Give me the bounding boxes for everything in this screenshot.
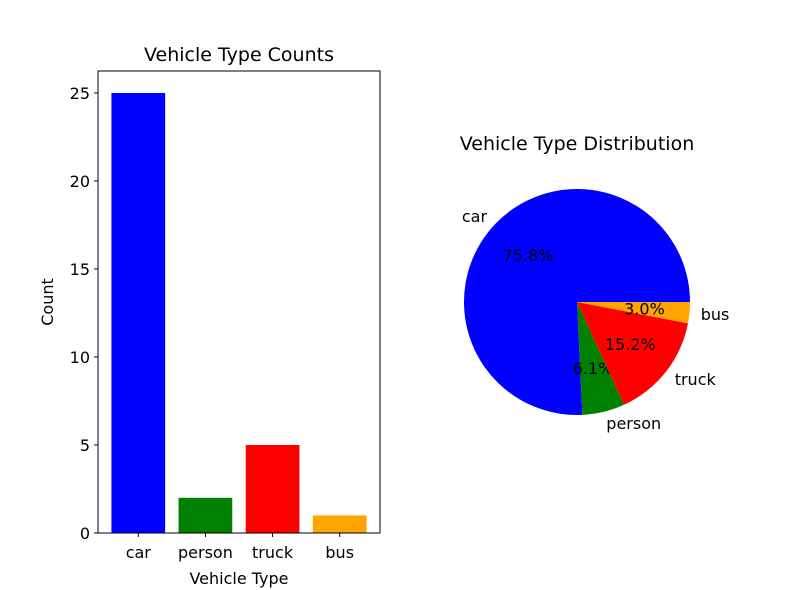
y-tick-label: 25 bbox=[70, 84, 90, 103]
y-tick-label: 0 bbox=[80, 524, 90, 543]
y-tick-label: 10 bbox=[70, 348, 90, 367]
bar-chart-title: Vehicle Type Counts bbox=[144, 44, 334, 66]
pie-slice-person bbox=[577, 302, 624, 415]
pie-slice-bus bbox=[577, 302, 690, 324]
x-tick-label: bus bbox=[325, 543, 354, 562]
pie-plot-area: car 75.8% person 6.1% truck 15.2% bus 3.0% bbox=[462, 188, 730, 433]
bar-plot-area: car person truck bus 0 5 10 15 20 25 bbox=[70, 84, 367, 562]
pie-label-person: person bbox=[606, 414, 661, 433]
x-tick-label: car bbox=[126, 543, 152, 562]
bar-axes-frame bbox=[97, 70, 381, 534]
x-tick-label: truck bbox=[252, 543, 294, 562]
y-tick-label: 15 bbox=[70, 260, 90, 279]
pie-label-bus: bus bbox=[701, 305, 730, 324]
bar-person bbox=[178, 497, 233, 533]
pie-label-car: car bbox=[462, 207, 488, 226]
bar-x-axis-label: Vehicle Type bbox=[189, 569, 288, 588]
pie-chart: Vehicle Type Distribution car 75.8% person… bbox=[460, 133, 730, 433]
pie-percent-bus: 3.0% bbox=[624, 299, 665, 318]
y-tick-label: 5 bbox=[80, 436, 90, 455]
pie-slice-truck bbox=[577, 302, 688, 405]
pie-label-truck: truck bbox=[675, 370, 717, 389]
bar-truck bbox=[245, 445, 300, 533]
pie-chart-title: Vehicle Type Distribution bbox=[460, 133, 695, 155]
x-tick-label: person bbox=[178, 543, 233, 562]
pie-percent-person: 6.1% bbox=[573, 359, 614, 378]
pie-percent-truck: 15.2% bbox=[605, 335, 656, 354]
pie-percent-car: 75.8% bbox=[503, 246, 554, 265]
bar-chart: Vehicle Type Counts car person truck bus 0 5 1… bbox=[38, 44, 381, 588]
bar-car bbox=[111, 93, 166, 533]
y-tick-label: 20 bbox=[70, 172, 90, 191]
bar-bus bbox=[312, 515, 367, 533]
pie-slice-car bbox=[464, 188, 690, 415]
bar-y-axis-label: Count bbox=[38, 278, 57, 326]
